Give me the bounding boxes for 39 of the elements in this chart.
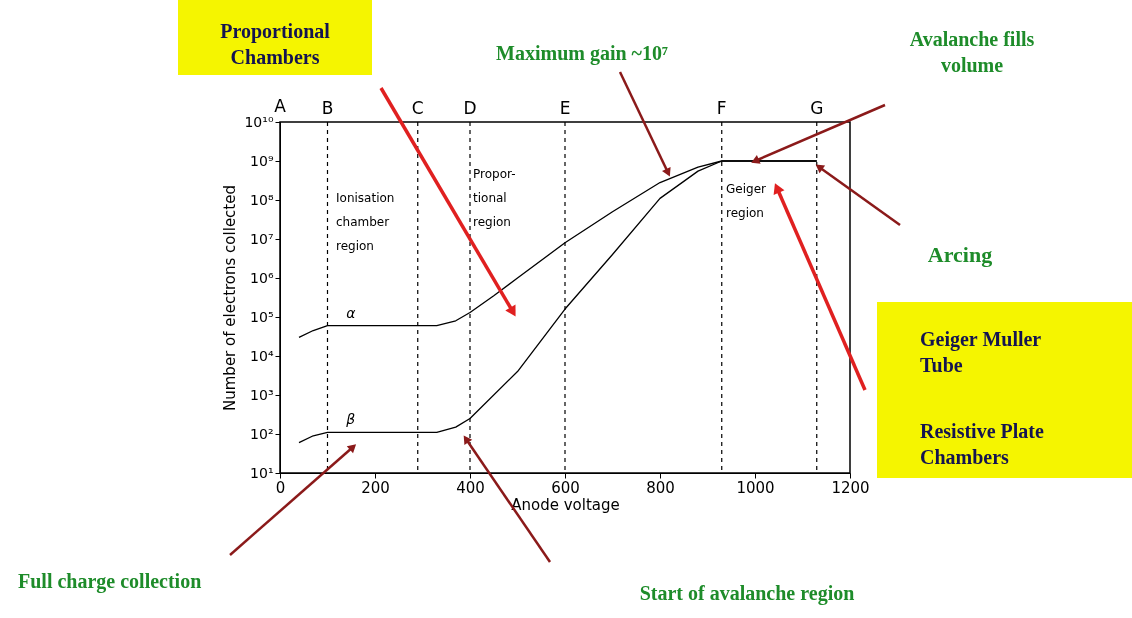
y-tick-label: 10⁹ <box>250 152 274 169</box>
ref-line-label: F <box>716 98 727 118</box>
text: Resistive Plate Chambers <box>920 420 1044 468</box>
y-tick-label: 10¹⁰ <box>244 113 274 130</box>
text: Proportional Chambers <box>220 20 331 68</box>
x-tick-label: 400 <box>456 478 485 497</box>
x-tick-label: 800 <box>646 478 675 497</box>
ref-line-label: C <box>411 98 424 118</box>
series-label: β <box>345 411 356 428</box>
x-tick-label: 0 <box>275 478 286 497</box>
y-tick-label: 10⁵ <box>250 308 274 325</box>
annotation: Ionisation chamber region <box>336 191 395 253</box>
x-tick-label: 600 <box>551 478 580 497</box>
annotation: Maximum gain ~10⁷ <box>496 42 668 65</box>
x-tick-label: 1200 <box>831 478 870 497</box>
x-tick-label: 1000 <box>736 478 775 497</box>
y-tick-label: 10⁴ <box>250 347 274 364</box>
x-axis-title: Anode voltage <box>511 495 620 514</box>
y-tick-label: 10³ <box>250 386 274 403</box>
text: Start of avalanche region <box>639 582 855 605</box>
text: Full charge collection <box>18 570 202 593</box>
y-tick-label: 10⁶ <box>250 269 274 286</box>
annotation: Geiger region <box>726 182 767 220</box>
text: Arcing <box>927 242 993 267</box>
ref-line-label: G <box>810 98 824 118</box>
ref-line-label: D <box>463 98 477 118</box>
y-axis-title: Number of electrons collected <box>221 185 240 411</box>
ref-line-label: E <box>559 98 571 118</box>
y-tick-label: 10⁸ <box>250 191 274 208</box>
y-tick-label: 10⁷ <box>250 230 274 247</box>
ref-line-label: B <box>321 98 334 118</box>
text: Avalanche fills volume <box>909 28 1035 76</box>
annotation: Propor- tional region <box>473 167 516 229</box>
text: Geiger Muller Tube <box>920 328 1042 376</box>
text: A <box>274 96 287 116</box>
series-label: α <box>346 304 357 321</box>
x-tick-label: 200 <box>361 478 390 497</box>
y-tick-label: 10¹ <box>250 464 274 481</box>
y-tick-label: 10² <box>250 425 274 442</box>
